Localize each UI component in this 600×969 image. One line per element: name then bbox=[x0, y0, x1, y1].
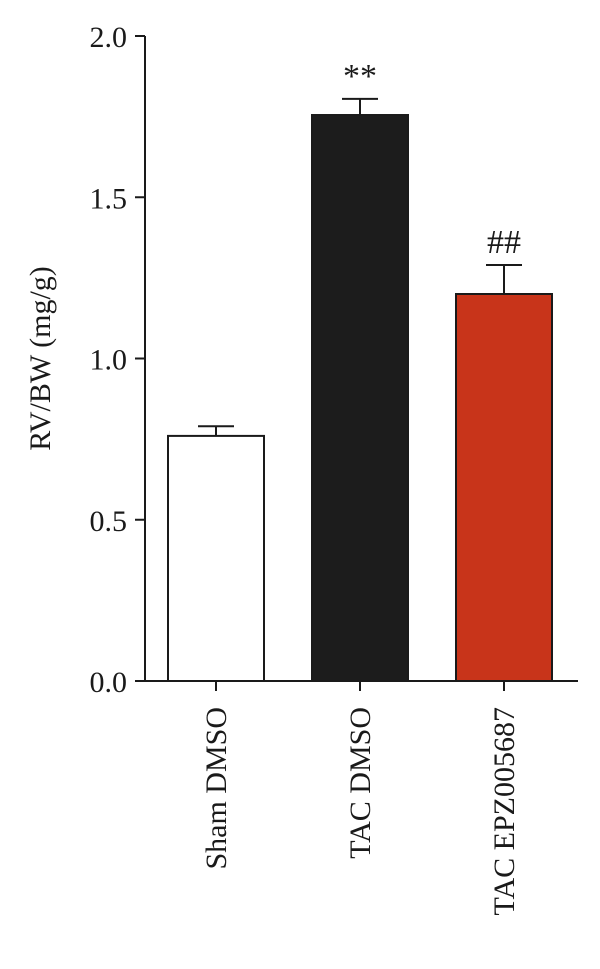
x-tick-label: TAC DMSO bbox=[344, 707, 377, 859]
y-tick-label: 0.5 bbox=[90, 505, 128, 538]
x-tick-label: TAC EPZ005687 bbox=[488, 707, 521, 915]
x-axis: Sham DMSO TAC DMSO TAC EPZ005687 bbox=[145, 680, 578, 915]
bar bbox=[311, 114, 409, 682]
y-tick-label: 1.5 bbox=[90, 182, 128, 215]
significance-label: ** bbox=[343, 58, 377, 95]
significance-label: ## bbox=[487, 224, 521, 261]
bars: ** ## bbox=[167, 58, 553, 682]
bar bbox=[167, 434, 265, 682]
x-tick-label: Sham DMSO bbox=[200, 707, 233, 870]
bar bbox=[455, 293, 553, 682]
y-tick-label: 0.0 bbox=[90, 666, 128, 699]
y-tick-label: 2.0 bbox=[90, 21, 128, 54]
y-axis: 0.0 0.5 1.0 1.5 2.0 bbox=[90, 21, 146, 699]
y-tick-label: 1.0 bbox=[90, 344, 128, 377]
y-axis-label: RV/BW (mg/g) bbox=[24, 266, 57, 451]
